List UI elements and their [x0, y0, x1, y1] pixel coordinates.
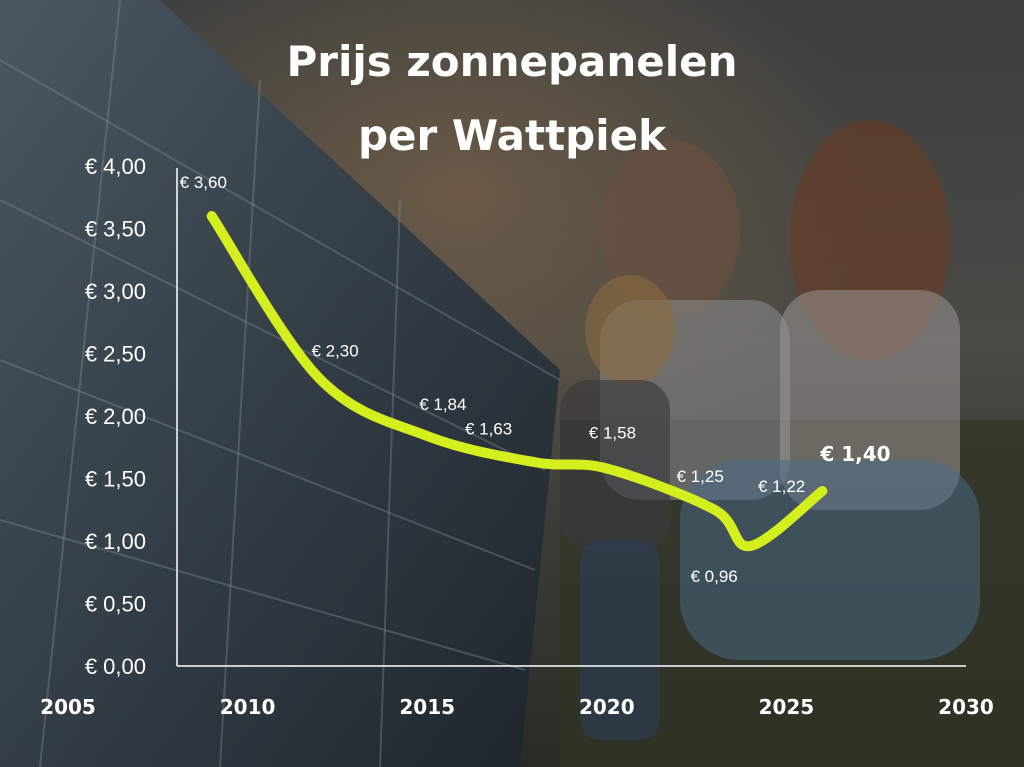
data-label: € 1,84: [419, 395, 466, 414]
chart-title-line-2: per Wattpiek: [358, 111, 667, 160]
data-label: € 1,63: [465, 419, 512, 438]
chart-title-line-1: Prijs zonnepanelen: [286, 37, 737, 86]
x-tick-label: 2015: [399, 695, 455, 719]
y-tick-label: € 2,50: [85, 342, 146, 367]
annotation-label: € 1,22: [758, 477, 805, 496]
y-tick-label: € 3,50: [85, 217, 146, 242]
y-tick-label: € 2,00: [85, 404, 146, 429]
data-label: € 2,30: [311, 342, 358, 361]
y-tick-label: € 1,50: [85, 467, 146, 492]
price-series-line: [206, 211, 828, 552]
y-tick-labels: € 0,00 € 0,50 € 1,00 € 1,50 € 2,00 € 2,50 € 3,…: [85, 154, 146, 679]
y-tick-label: € 4,00: [85, 154, 146, 179]
y-tick-label: € 0,00: [85, 654, 146, 679]
data-label: € 1,25: [677, 467, 724, 486]
data-label: € 0,96: [690, 567, 737, 586]
x-tick-label: 2020: [579, 695, 635, 719]
data-label: € 3,60: [180, 173, 227, 192]
data-label: € 1,58: [589, 424, 636, 443]
x-tick-label: 2025: [759, 695, 815, 719]
y-tick-label: € 3,00: [85, 279, 146, 304]
y-tick-label: € 1,00: [85, 529, 146, 554]
x-tick-label: 2005: [40, 695, 96, 719]
y-tick-label: € 0,50: [85, 592, 146, 617]
x-tick-label: 2010: [220, 695, 276, 719]
data-labels: € 3,60 € 2,30 € 1,84 € 1,63 € 1,58 € 1,25 € 0,…: [180, 173, 891, 586]
chart-title: Prijs zonnepanelen per Wattpiek: [286, 37, 737, 160]
x-tick-labels: 2005 2010 2015 2020 2025 2030: [40, 695, 994, 719]
x-tick-label: 2030: [938, 695, 994, 719]
data-label: € 1,40: [819, 442, 890, 466]
